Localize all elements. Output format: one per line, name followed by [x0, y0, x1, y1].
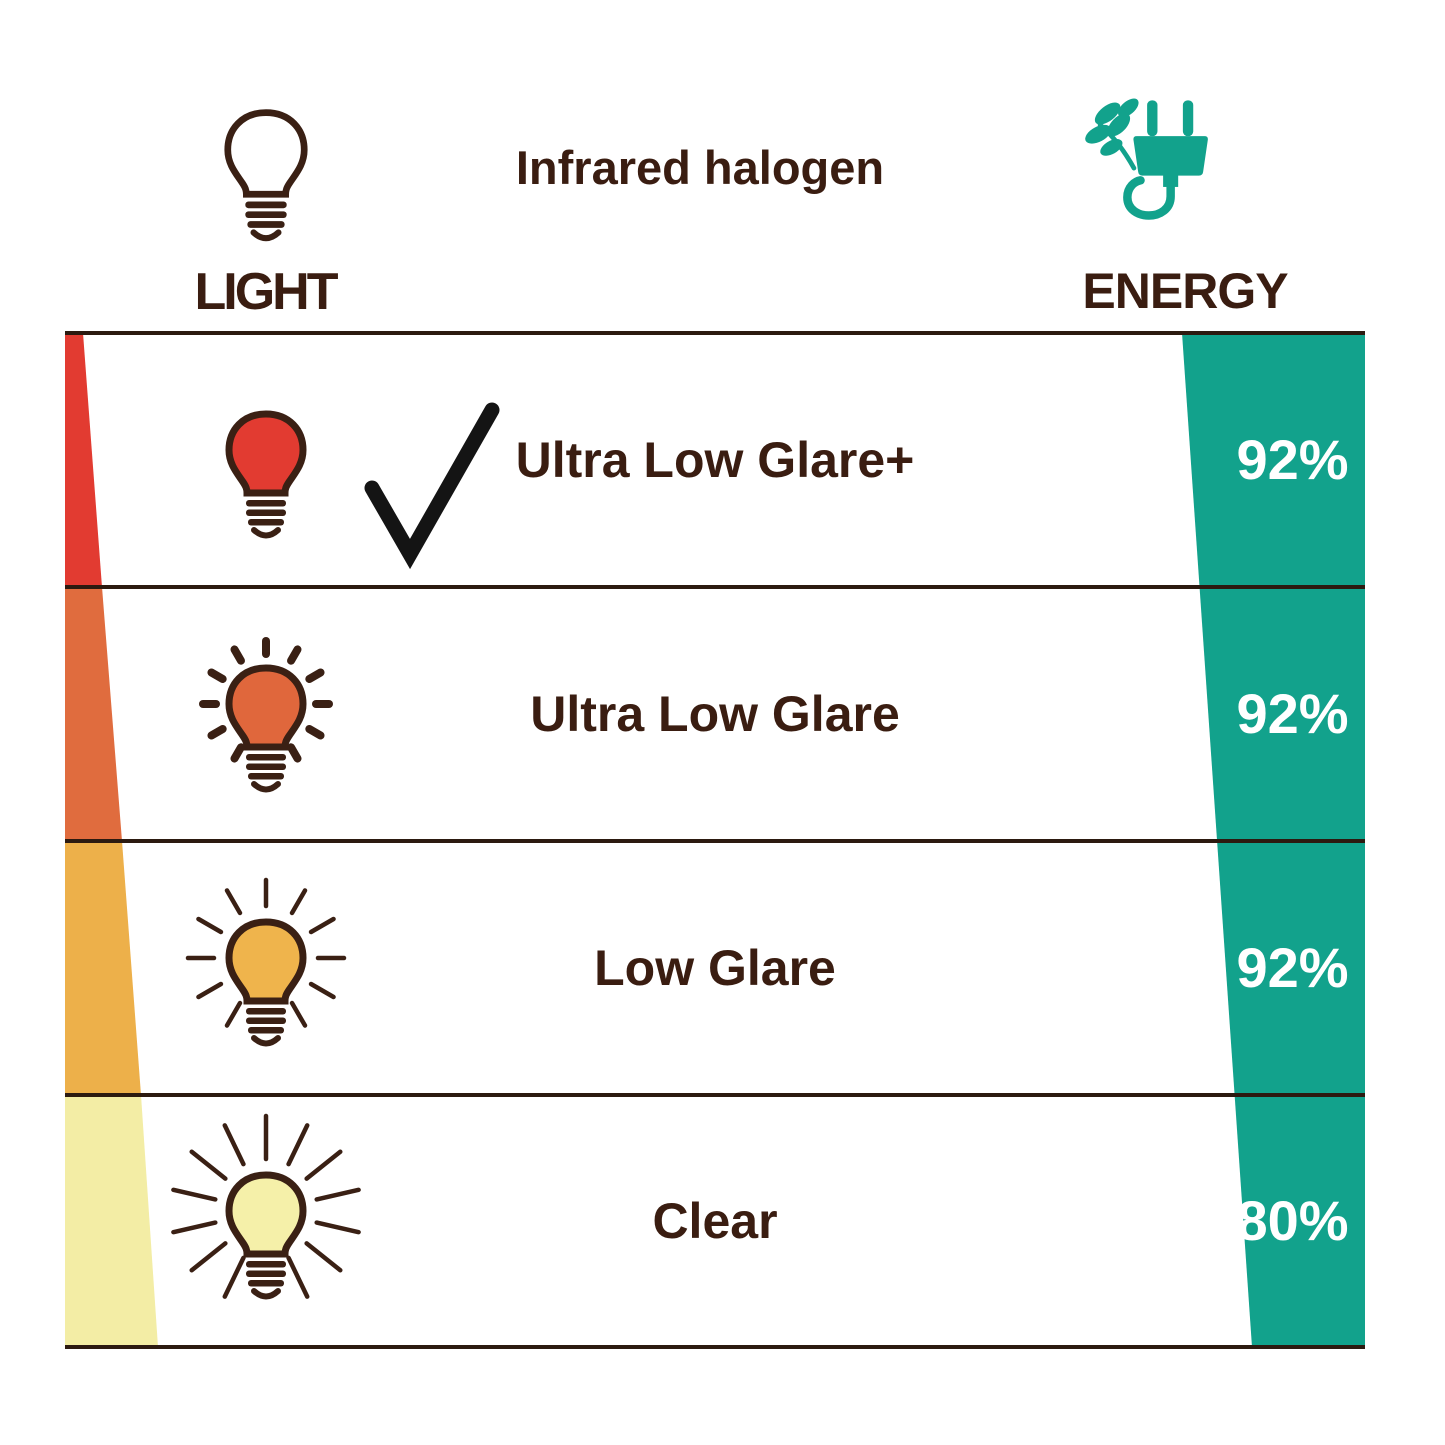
glare-band-yellow [65, 841, 141, 1095]
glare-band-red [65, 333, 102, 587]
row-label-low-glare: Low Glare [594, 940, 836, 996]
page-title: Infrared halogen [515, 141, 885, 194]
glare-band-pale-yellow [65, 1095, 158, 1347]
pale-yellow-bulb-rays-icon [171, 1113, 361, 1300]
red-bulb-icon [225, 410, 307, 539]
row-energy-value: 92% [1236, 936, 1349, 999]
row-energy-value: 92% [1236, 682, 1349, 745]
yellow-bulb-rays-icon [185, 877, 347, 1047]
row-label-clear: Clear [652, 1193, 778, 1249]
table-line-top [65, 331, 1365, 335]
row-label-ultra-low-glare-plus: Ultra Low Glare+ [515, 432, 915, 488]
table-line-row2 [65, 839, 1365, 843]
row-energy-value: 92% [1236, 428, 1349, 491]
row-label-ultra-low-glare: Ultra Low Glare [530, 686, 900, 742]
checkmark-icon [364, 402, 500, 570]
table-line-row1 [65, 585, 1365, 589]
light-bulb-outline-icon [224, 109, 308, 242]
light-column-label: LIGHT [194, 263, 339, 321]
energy-column-label: ENERGY [1082, 263, 1288, 319]
row-energy-value: 80% [1236, 1189, 1349, 1252]
table-line-bottom [65, 1345, 1365, 1349]
orange-bulb-rays-icon [199, 637, 333, 793]
table-line-row3 [65, 1093, 1365, 1097]
glare-band-orange [65, 587, 122, 841]
leaf-plug-icon [1085, 98, 1208, 220]
